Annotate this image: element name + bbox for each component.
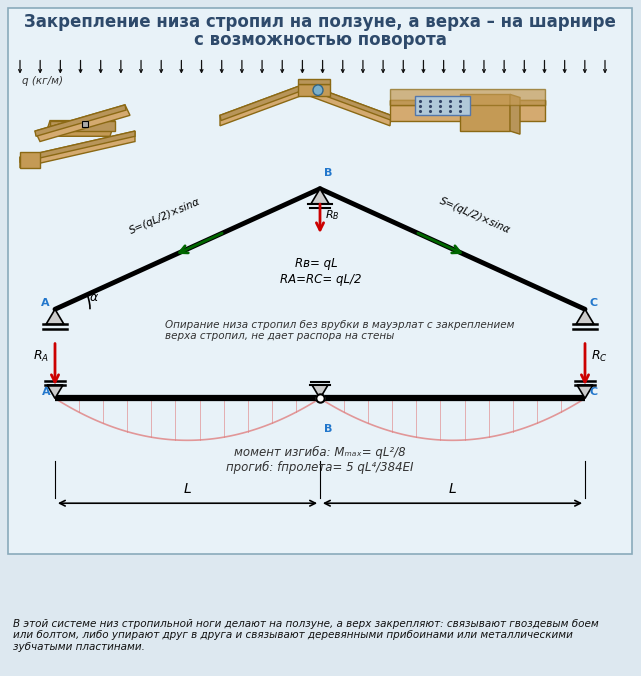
Text: прогиб: fпролета= 5 qL⁴/384EI: прогиб: fпролета= 5 qL⁴/384EI [226,461,413,475]
Polygon shape [311,189,329,203]
Polygon shape [220,84,305,126]
Text: Rв= qL: Rв= qL [295,257,338,270]
Polygon shape [46,310,64,324]
Polygon shape [510,95,520,135]
Text: RА=RС= qL/2: RА=RС= qL/2 [280,272,362,285]
Polygon shape [312,385,328,398]
Bar [415,97,470,116]
Text: момент изгиба: Mₘₐₓ= qL²/8: момент изгиба: Mₘₐₓ= qL²/8 [234,445,406,458]
Text: В этой системе низ стропильной ноги делают на ползуне, а верх закрепляют: связыв: В этой системе низ стропильной ноги дела… [13,619,599,652]
Circle shape [313,85,323,95]
Polygon shape [35,105,130,141]
Text: S=(qL/2)×sinα: S=(qL/2)×sinα [128,196,202,236]
Text: B: B [324,168,333,178]
Polygon shape [577,385,593,398]
Text: Опирание низа стропил без врубки в мауэрлат с закреплением
верха стропил, не дае: Опирание низа стропил без врубки в мауэр… [165,320,515,341]
Polygon shape [20,152,40,168]
Text: $R_B$: $R_B$ [325,208,340,222]
Text: L: L [449,482,456,496]
Polygon shape [306,84,392,120]
Polygon shape [20,131,135,162]
Text: $R_C$: $R_C$ [591,349,608,364]
Text: A: A [41,298,49,308]
Text: C: C [589,387,597,397]
Polygon shape [47,385,63,398]
Polygon shape [390,99,545,105]
Polygon shape [390,89,545,105]
Polygon shape [50,120,115,131]
Polygon shape [45,120,115,137]
Polygon shape [35,105,126,137]
Text: L: L [183,482,192,496]
Polygon shape [220,84,306,120]
FancyBboxPatch shape [8,8,632,554]
Text: A: A [42,387,51,397]
Text: Закрепление низа стропил на ползуне, а верха – на шарнире: Закрепление низа стропил на ползуне, а в… [24,13,616,30]
Text: $R_A$: $R_A$ [33,349,49,364]
Text: с возможностью поворота: с возможностью поворота [194,32,446,49]
Polygon shape [298,84,330,97]
Polygon shape [390,99,545,120]
Text: S=(qL/2)×sinα: S=(qL/2)×sinα [438,196,512,236]
Polygon shape [460,95,510,131]
Text: B: B [324,424,333,434]
Polygon shape [576,310,594,324]
Text: q (кг/м): q (кг/м) [22,76,63,86]
Polygon shape [20,131,135,168]
Text: α: α [90,291,98,304]
Text: C: C [590,298,598,308]
Polygon shape [298,78,330,84]
Polygon shape [305,84,391,126]
